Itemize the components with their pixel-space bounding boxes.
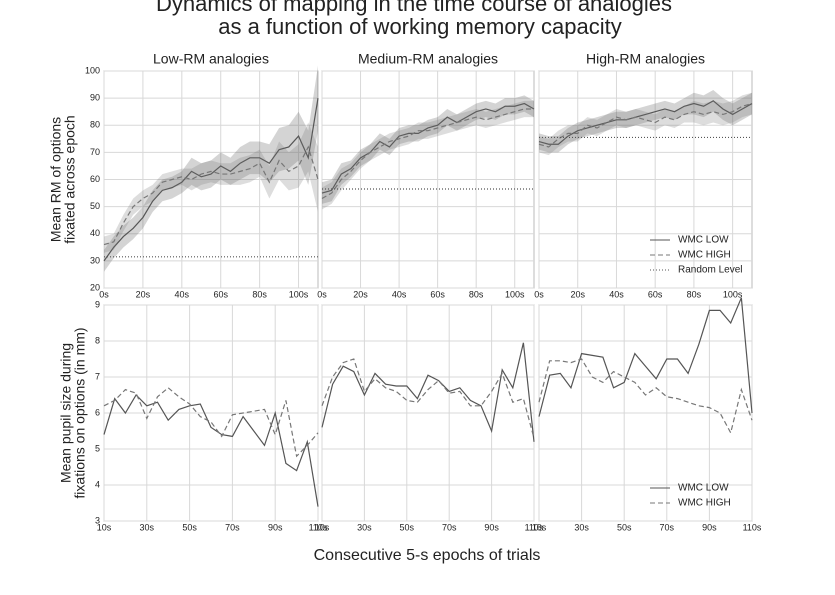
x-tick-label: 40s (609, 289, 624, 299)
series-group (321, 342, 535, 442)
x-tick-label: 30s (140, 522, 155, 532)
y-tick-label: 3 (95, 515, 100, 525)
x-tick-label: 100s (505, 289, 525, 299)
legend-label: WMC LOW (678, 235, 729, 246)
y-tick-label: 80 (90, 120, 100, 130)
x-tick-label: 10s (97, 522, 112, 532)
x-tick-label: 50s (400, 522, 415, 532)
series-line (103, 98, 319, 262)
legend-label: WMC HIGH (678, 498, 731, 509)
confidence-band (104, 65, 318, 272)
x-tick-label: 40s (175, 289, 190, 299)
x-tick-label: 70s (225, 522, 240, 532)
x-tick-label: 30s (574, 522, 589, 532)
x-tick-label: 90s (702, 522, 717, 532)
x-tick-label: 20s (353, 289, 368, 299)
legend-label: WMC HIGH (678, 250, 731, 261)
x-tick-label: 30s (357, 522, 372, 532)
x-tick-label: 40s (392, 289, 407, 299)
x-tick-label: 0s (534, 289, 544, 299)
x-tick-label: 10s (532, 522, 547, 532)
x-axis-label: Consecutive 5-s epochs of trials (314, 547, 541, 564)
series-group (103, 387, 319, 507)
y-tick-label: 70 (90, 147, 100, 157)
series-line (321, 108, 534, 200)
x-tick-label: 60s (430, 289, 445, 299)
y-axis-label: Mean RM of options (48, 117, 64, 242)
x-tick-label: 110s (525, 522, 544, 532)
series-line (538, 297, 753, 417)
series-group (321, 95, 535, 210)
y-tick-label: 4 (95, 479, 100, 489)
y-tick-label: 50 (90, 201, 100, 211)
confidence-band (539, 89, 752, 153)
y-tick-label: 6 (95, 407, 100, 417)
series-group (538, 89, 753, 156)
y-tick-label: 90 (90, 93, 100, 103)
series-line (538, 102, 753, 148)
y-axis-label: Mean pupil size during (58, 343, 74, 483)
series-line (103, 145, 319, 246)
x-tick-label: 10s (315, 522, 330, 532)
panel-title: High-RM analogies (586, 51, 705, 67)
series-line (321, 102, 535, 194)
legend-label: Random Level (678, 265, 742, 276)
y-tick-label: 30 (90, 255, 100, 265)
x-tick-label: 80s (469, 289, 484, 299)
y-tick-label: 9 (95, 299, 100, 309)
series-line (538, 358, 753, 435)
x-tick-label: 0s (99, 289, 109, 299)
x-tick-label: 0s (317, 289, 327, 299)
panel-title: Low-RM analogies (153, 51, 269, 67)
series-line (321, 358, 535, 439)
x-tick-label: 100s (289, 289, 309, 299)
series-line (321, 342, 535, 442)
x-tick-label: 20s (570, 289, 585, 299)
y-tick-label: 40 (90, 228, 100, 238)
x-tick-label: 60s (213, 289, 228, 299)
x-tick-label: 90s (268, 522, 283, 532)
y-tick-label: 5 (95, 443, 100, 453)
y-axis-label: fixated across epoch (62, 115, 78, 243)
x-tick-label: 50s (182, 522, 197, 532)
x-tick-label: 80s (687, 289, 702, 299)
x-tick-label: 60s (648, 289, 663, 299)
x-tick-label: 90s (484, 522, 499, 532)
figure-title: as a function of working memory capacity (218, 14, 622, 39)
y-tick-label: 100 (85, 65, 100, 75)
y-tick-label: 20 (90, 282, 100, 292)
y-tick-label: 7 (95, 371, 100, 381)
x-tick-label: 50s (617, 522, 632, 532)
y-tick-label: 8 (95, 335, 100, 345)
x-tick-label: 70s (660, 522, 675, 532)
series-line (538, 100, 753, 145)
y-axis-label: fixations on options (in mm) (72, 327, 88, 498)
legend-label: WMC LOW (678, 483, 729, 494)
x-tick-label: 110s (309, 522, 328, 532)
x-tick-label: 110s (743, 522, 762, 532)
x-tick-label: 70s (442, 522, 457, 532)
y-tick-label: 60 (90, 174, 100, 184)
figure-title: Dynamics of mapping in the time course o… (156, 0, 672, 16)
series-line (103, 394, 319, 507)
x-tick-label: 20s (136, 289, 151, 299)
x-tick-label: 100s (723, 289, 743, 299)
series-group (538, 297, 753, 435)
panel-title: Medium-RM analogies (358, 51, 498, 67)
confidence-band (539, 92, 752, 156)
series-group (103, 65, 319, 272)
x-tick-label: 80s (252, 289, 267, 299)
